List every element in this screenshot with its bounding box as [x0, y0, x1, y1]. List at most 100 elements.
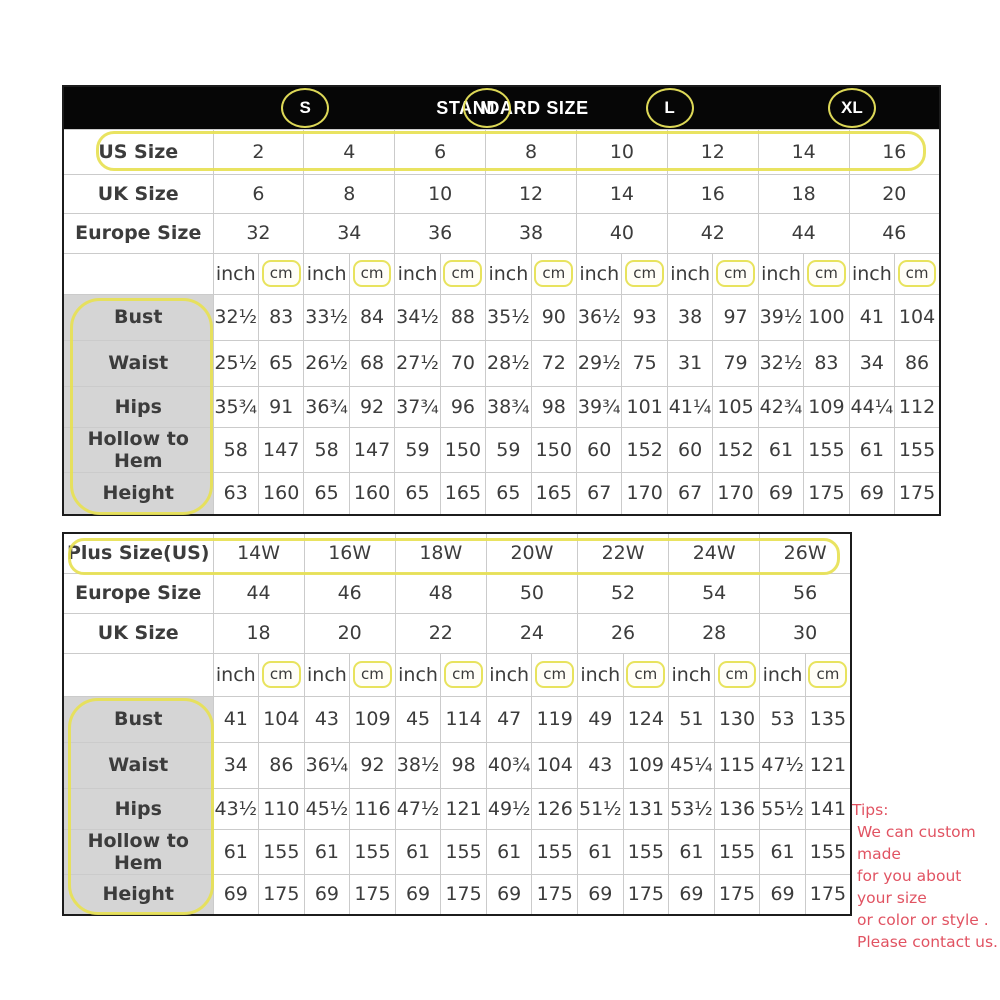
size-row-label: UK Size [62, 173, 214, 214]
size-row-label: Europe Size [62, 212, 214, 254]
measure-value-cell: 61 [577, 828, 624, 875]
measure-value-cell: 112 [894, 385, 941, 428]
measure-value-cell: 67 [666, 471, 714, 516]
measure-value-cell: 165 [439, 471, 487, 516]
cm-unit-cell: cm [440, 652, 487, 697]
measure-row-label: Waist [62, 339, 214, 387]
measure-value-cell: 155 [349, 828, 396, 875]
measure-value-cell: 104 [258, 695, 305, 743]
measure-row-label: Hips [62, 787, 214, 830]
size-value-cell: 16 [848, 128, 941, 175]
size-value-cell: 54 [668, 572, 761, 614]
measure-value-cell: 152 [712, 426, 759, 473]
measure-value-cell: 91 [257, 385, 305, 428]
cm-unit-cell: cm [439, 252, 487, 295]
measure-value-cell: 41 [848, 293, 896, 341]
size-row-label: Plus Size(US) [62, 532, 214, 574]
size-value-cell: 4 [303, 128, 396, 175]
cm-unit-cell: cm [713, 652, 761, 697]
measure-value-cell: 135 [804, 695, 852, 743]
measure-value-cell: 86 [894, 339, 941, 387]
measure-value-cell: 86 [258, 741, 305, 789]
measure-value-cell: 43½ [212, 787, 260, 830]
size-row-label: Europe Size [62, 572, 214, 614]
inch-unit-cell: inch [848, 252, 896, 295]
size-value-cell: 36 [394, 212, 487, 254]
measure-value-cell: 126 [531, 787, 578, 830]
size-value-cell: 18W [394, 532, 487, 574]
measure-value-cell: 175 [803, 471, 850, 516]
measure-value-cell: 155 [713, 828, 761, 875]
measure-value-cell: 65 [303, 471, 350, 516]
size-value-cell: 40 [576, 212, 668, 254]
measure-value-cell: 25½ [212, 339, 259, 387]
measure-value-cell: 39½ [757, 293, 805, 341]
measure-value-cell: 51 [668, 695, 715, 743]
measure-value-cell: 175 [713, 873, 761, 916]
measure-value-cell: 72 [530, 339, 578, 387]
measure-value-cell: 59 [485, 426, 532, 473]
size-value-cell: 24 [485, 612, 579, 654]
measure-value-cell: 38¾ [485, 385, 532, 428]
measure-value-cell: 35½ [485, 293, 532, 341]
measure-value-cell: 155 [803, 426, 850, 473]
size-value-cell: 14 [757, 128, 850, 175]
measure-value-cell: 69 [212, 873, 260, 916]
plus-size-grid: Plus Size(US) 14W 16W 18W 20W 22W 24W 26W Europe… [62, 532, 852, 916]
cm-unit-highlight: cm [808, 661, 848, 688]
measure-value-cell: 105 [712, 385, 759, 428]
measure-row-label: Hollow to Hem [62, 426, 214, 473]
measure-value-cell: 69 [668, 873, 715, 916]
measure-value-cell: 29½ [575, 339, 623, 387]
measure-value-cell: 69 [577, 873, 624, 916]
measure-value-cell: 83 [803, 339, 850, 387]
measure-value-cell: 175 [258, 873, 305, 916]
measure-row-label: Waist [62, 741, 214, 789]
size-row-label: UK Size [62, 612, 214, 654]
measure-value-cell: 53 [759, 695, 806, 743]
measure-value-cell: 32½ [212, 293, 259, 341]
measure-row-label: Height [62, 873, 214, 916]
cm-unit-cell: cm [257, 252, 305, 295]
measure-value-cell: 160 [348, 471, 396, 516]
measure-value-cell: 38½ [394, 741, 442, 789]
inch-unit-cell: inch [757, 252, 805, 295]
cm-unit-highlight: cm [261, 661, 301, 688]
cm-unit-cell: cm [348, 252, 396, 295]
measure-value-cell: 101 [621, 385, 668, 428]
measure-value-cell: 165 [530, 471, 578, 516]
measure-value-cell: 70 [439, 339, 487, 387]
measure-value-cell: 175 [622, 873, 670, 916]
measure-value-cell: 61 [759, 828, 806, 875]
measure-value-cell: 43 [303, 695, 351, 743]
cm-unit-highlight: cm [535, 661, 575, 688]
standard-size-table: STANDARD SIZE S M L XL US Size 2 4 6 8 10 12 14 16 U… [62, 85, 941, 516]
measure-value-cell: 47½ [759, 741, 806, 789]
measure-value-cell: 68 [348, 339, 396, 387]
cm-unit-cell: cm [894, 252, 941, 295]
measure-value-cell: 61 [485, 828, 533, 875]
cm-unit-highlight: cm [534, 260, 574, 287]
measure-value-cell: 36¾ [303, 385, 350, 428]
measure-value-cell: 110 [258, 787, 305, 830]
measure-value-cell: 69 [394, 873, 442, 916]
size-group-badge-l: L [645, 87, 694, 128]
cm-unit-cell: cm [349, 652, 396, 697]
cm-unit-highlight: cm [444, 661, 484, 688]
custom-made-tips-note: Tips: We can custom made for you about y… [852, 799, 1000, 953]
measure-value-cell: 45¼ [668, 741, 715, 789]
size-value-cell: 30 [759, 612, 852, 654]
measure-value-cell: 147 [257, 426, 305, 473]
cm-unit-cell: cm [258, 652, 305, 697]
cm-unit-cell: cm [622, 652, 670, 697]
cm-unit-highlight: cm [626, 661, 666, 688]
size-value-cell: 38 [485, 212, 577, 254]
tips-line: Please contact us. [857, 933, 998, 951]
size-value-cell: 6 [212, 173, 305, 214]
measure-row-label: Hollow to Hem [62, 828, 214, 875]
measure-value-cell: 65 [485, 471, 532, 516]
tips-line: for you about your size [857, 867, 962, 907]
size-row-label: US Size [62, 128, 214, 175]
measure-value-cell: 75 [621, 339, 668, 387]
measure-row-label: Bust [62, 293, 214, 341]
